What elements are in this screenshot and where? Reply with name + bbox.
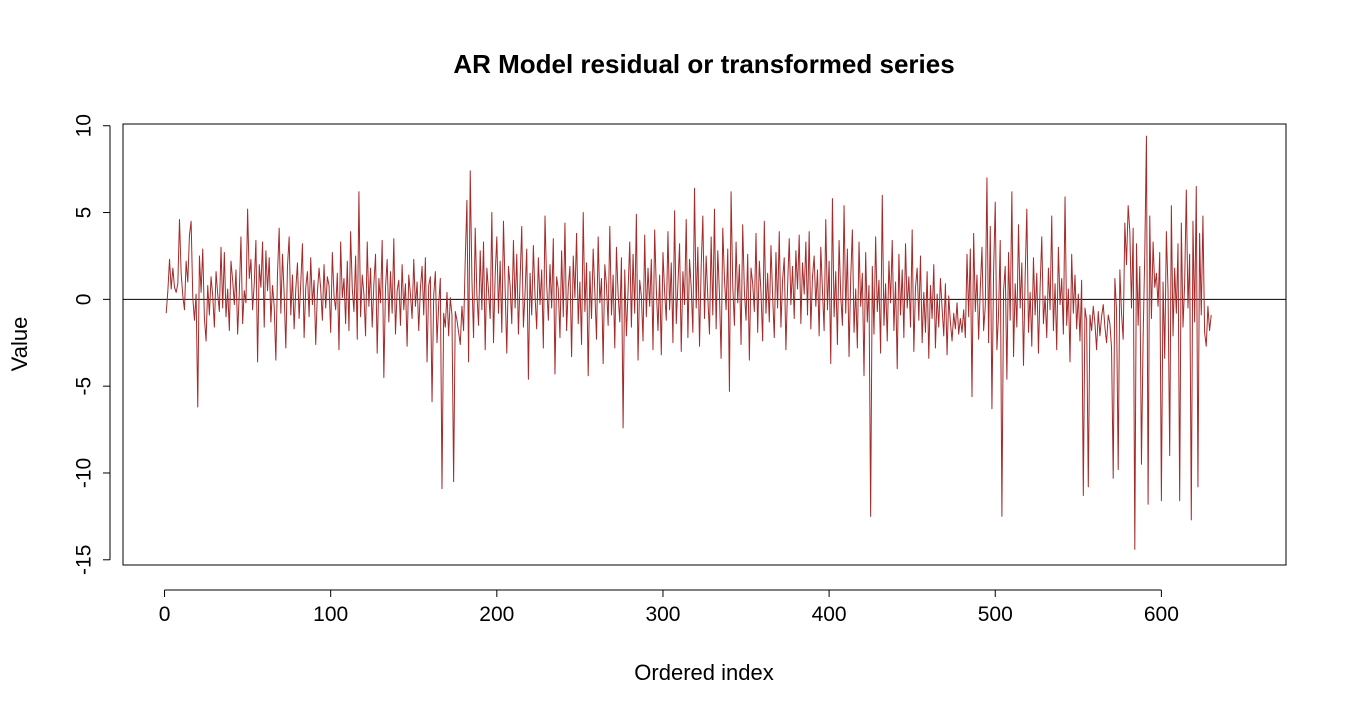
plot-area: [123, 135, 1286, 550]
series-line: [165, 135, 1212, 550]
y-axis: -15 -10 -5 0 5 10: [73, 114, 111, 575]
y-tick-label: -10: [73, 458, 96, 488]
y-axis-label: Value: [7, 317, 32, 372]
chart-title: AR Model residual or transformed series: [453, 49, 954, 79]
x-tick-label: 600: [1144, 603, 1179, 626]
x-tick-label: 400: [812, 603, 847, 626]
x-tick-label: 300: [645, 603, 680, 626]
y-tick-label: -15: [73, 545, 96, 575]
x-tick-label: 200: [479, 603, 514, 626]
y-tick-label: -5: [73, 377, 96, 396]
plot-frame: [122, 123, 1287, 566]
y-tick-label: 0: [73, 294, 96, 306]
x-axis-label: Ordered index: [634, 660, 773, 685]
x-tick-label: 500: [978, 603, 1013, 626]
x-tick-label: 0: [159, 603, 171, 626]
x-tick-label: 100: [313, 603, 348, 626]
y-tick-label: 5: [73, 207, 96, 219]
x-axis: 0 100 200 300 400 500 600: [159, 589, 1179, 626]
y-tick-label: 10: [73, 114, 96, 137]
